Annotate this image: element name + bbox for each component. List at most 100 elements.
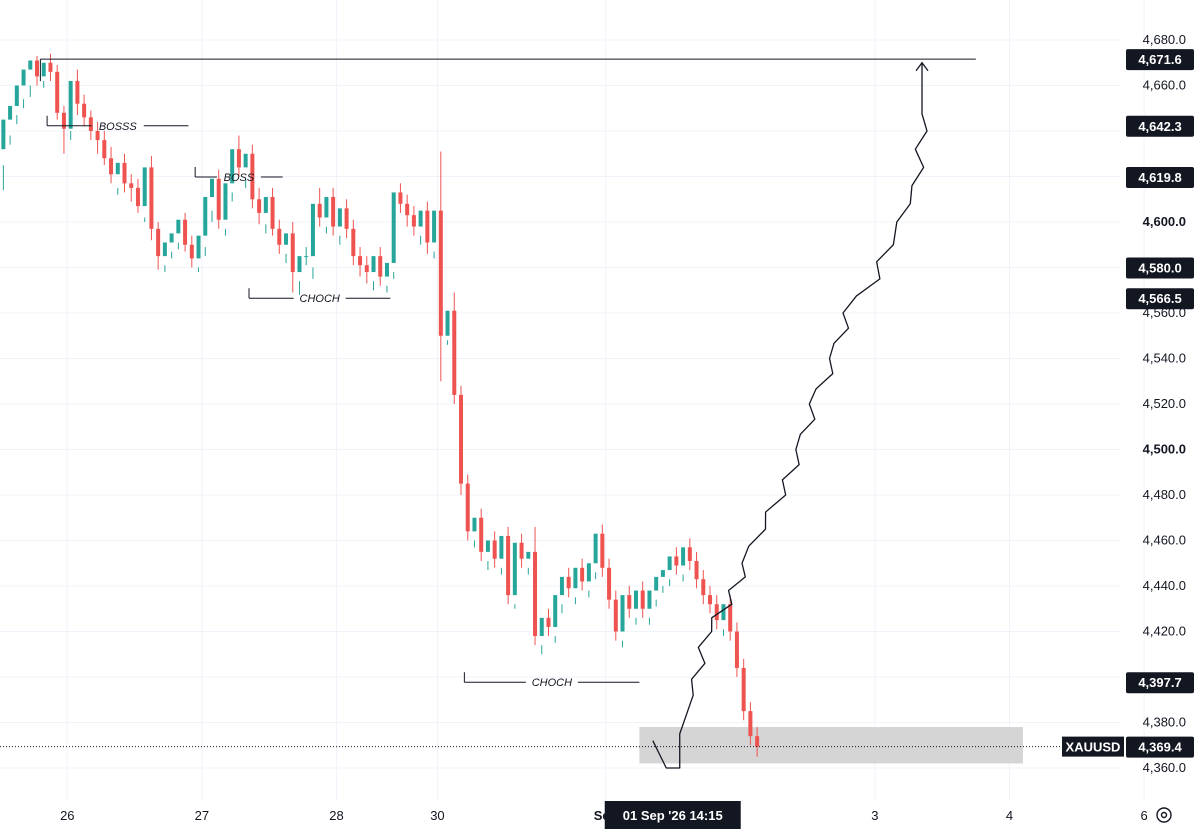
price-badge: [1126, 166, 1194, 188]
price-badge: [1126, 115, 1194, 137]
candle-body: [479, 517, 484, 552]
candle-body: [21, 69, 26, 86]
price-badge-label: 4,619.8: [1138, 170, 1181, 185]
candle-body: [728, 604, 733, 632]
candle-body: [459, 394, 464, 484]
candle-body: [734, 631, 739, 668]
candle-body: [405, 203, 410, 216]
candle-body: [28, 60, 33, 70]
last-price-line-layer: XAUUSD: [0, 736, 1124, 757]
y-tick-label: 4,520.0: [1143, 396, 1186, 411]
price-badge-label: 4,642.3: [1138, 119, 1181, 134]
candle-body: [243, 153, 248, 168]
candle-body: [627, 595, 632, 609]
candle-body: [331, 196, 336, 227]
candle-body: [432, 210, 437, 243]
candle-body: [378, 256, 383, 277]
candle-body: [183, 219, 188, 245]
x-tick-label: 30: [430, 808, 444, 823]
candle-body: [169, 233, 174, 243]
candle-body: [485, 540, 490, 552]
price-badge: [1126, 49, 1194, 71]
candle-body: [364, 265, 369, 273]
y-tick-label: 4,460.0: [1143, 533, 1186, 548]
candle-body: [109, 158, 114, 175]
candle-body: [324, 196, 329, 218]
candle-body: [748, 711, 753, 737]
candle-body: [277, 228, 282, 245]
candle-body: [607, 567, 612, 600]
candle-body: [48, 62, 53, 72]
candle-body: [506, 535, 511, 596]
price-badge: [1126, 736, 1194, 758]
x-axis[interactable]: 26272830Sep34601 Sep '26 14:15: [60, 801, 1148, 829]
candle-body: [384, 262, 389, 277]
candle-body: [14, 85, 19, 106]
price-badge: [1126, 672, 1194, 694]
candle-body: [512, 542, 517, 596]
candle-body: [741, 667, 746, 712]
candle-body: [667, 556, 672, 571]
y-tick-label: 4,420.0: [1143, 624, 1186, 639]
candle-body: [553, 595, 558, 627]
candle-body: [499, 535, 504, 559]
x-tick-label: 26: [60, 808, 74, 823]
crosshair-time-label: 01 Sep '26 14:15: [623, 808, 723, 823]
candle-body: [216, 178, 221, 220]
candle-body: [438, 210, 443, 336]
candle-body: [613, 599, 618, 632]
candle-body: [135, 187, 140, 207]
candle-body: [559, 576, 564, 596]
candle-body: [317, 203, 322, 218]
y-axis[interactable]: 4,360.0 4,380.0 4,420.0 4,440.0 4,460.0 4,480…: [1143, 32, 1186, 775]
candle-body: [687, 547, 692, 561]
candle-body: [465, 483, 470, 532]
candle-body: [310, 203, 315, 257]
candle-body: [411, 215, 416, 227]
x-tick-label: 4: [1006, 808, 1013, 823]
candle-body: [68, 80, 73, 129]
candle-body: [425, 210, 430, 243]
candle-body: [304, 256, 309, 258]
candle-body: [156, 228, 161, 257]
projection-path-layer: [652, 61, 929, 769]
candle-body: [654, 576, 659, 591]
candle-body: [82, 103, 87, 118]
candle-body: [1, 119, 6, 150]
candle-body: [284, 233, 289, 245]
candle-body: [75, 80, 80, 104]
structure-label: CHOCH: [532, 677, 572, 689]
price-badge-label: 4,566.5: [1138, 291, 1181, 306]
y-tick-label: 4,680.0: [1143, 32, 1186, 47]
candle-body: [580, 567, 585, 582]
y-tick-label: 4,540.0: [1143, 351, 1186, 366]
candle-body: [196, 235, 201, 259]
candle-body: [8, 105, 13, 120]
y-tick-label: 4,380.0: [1143, 715, 1186, 730]
candle-body: [115, 162, 120, 175]
candle-body: [586, 563, 591, 582]
candle-body: [647, 590, 652, 609]
settings-icon[interactable]: [1156, 807, 1172, 823]
price-badge-label: 4,671.6: [1138, 52, 1181, 67]
candle-body: [176, 219, 181, 234]
candle-body: [61, 112, 66, 129]
annotations: BOSSS BOSS CHOCH CHOCH: [39, 58, 976, 689]
candle-body: [88, 117, 93, 131]
candle-body: [189, 244, 194, 259]
candle-body: [41, 62, 46, 77]
crosshair-time-badge: [604, 801, 741, 829]
candle-body: [593, 533, 598, 564]
y-tick-label: 4,440.0: [1143, 578, 1186, 593]
candle-body: [492, 540, 497, 559]
candle-body: [230, 149, 235, 184]
symbol-badge: [1062, 736, 1124, 757]
y-tick-label: 4,600.0: [1143, 214, 1186, 229]
candle-body: [162, 242, 167, 257]
price-badge: [1126, 288, 1194, 310]
candle-body: [620, 595, 625, 632]
candle-body: [250, 153, 255, 200]
candle-body: [600, 533, 605, 568]
